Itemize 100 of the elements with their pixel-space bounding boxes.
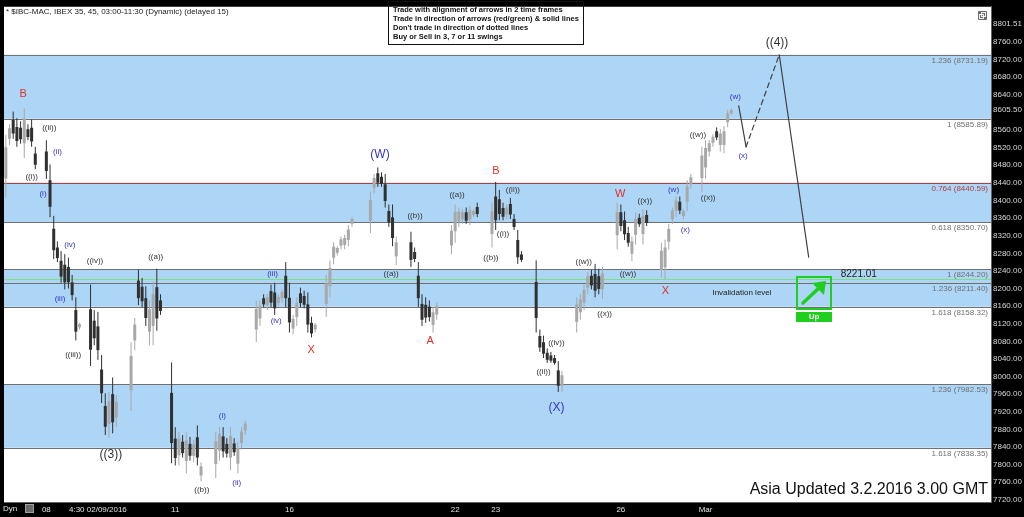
y-tick-label: 8120.00 xyxy=(993,318,1023,328)
ref-line-label: 1.618 (7838.35) xyxy=(931,449,989,459)
y-tick-label: 8080.00 xyxy=(993,336,1023,346)
y-tick-label: 8720.00 xyxy=(993,54,1023,64)
candlestick xyxy=(184,431,188,474)
x-tick-label: 16 xyxy=(284,505,295,514)
candlestick xyxy=(589,269,593,290)
x-tick-label: Mar xyxy=(698,505,713,514)
annotation: Up xyxy=(796,312,832,322)
candlestick xyxy=(298,287,302,308)
annotation: Invalidation level xyxy=(712,287,772,297)
y-tick-label: 8040.00 xyxy=(993,354,1023,364)
y-tick-label: 7760.00 xyxy=(993,477,1023,487)
ref-line-label: 1.236 (7982.53) xyxy=(931,385,989,395)
candlestick xyxy=(494,181,498,231)
annotation: ((3)) xyxy=(99,447,123,462)
annotation: (W) xyxy=(370,146,390,161)
x-tick-label: 11 xyxy=(171,505,180,514)
x-tick-label: 4:30 02/09/2016 xyxy=(68,505,128,514)
x-tick-label: 08 xyxy=(41,505,52,514)
y-tick-label: 8440.00 xyxy=(993,178,1023,188)
y-tick-label: 8280.00 xyxy=(993,248,1023,258)
candlestick xyxy=(30,118,34,148)
candlestick xyxy=(391,203,395,247)
annotation: W xyxy=(614,187,626,200)
candlestick xyxy=(26,123,30,141)
candlestick xyxy=(722,125,726,154)
annotation: (x) xyxy=(738,150,749,160)
ref-line-label: 1 (8244.20) xyxy=(947,270,989,280)
candlestick xyxy=(431,306,435,334)
candlestick xyxy=(674,196,678,218)
candlestick xyxy=(52,215,56,260)
annotation: ((i)) xyxy=(496,229,510,239)
candlestick xyxy=(280,288,284,303)
annotation: ((a)) xyxy=(449,189,465,199)
candlestick xyxy=(192,439,196,463)
candlestick xyxy=(306,291,310,334)
candlestick xyxy=(350,216,354,228)
candlestick xyxy=(19,120,23,145)
candlestick xyxy=(133,317,137,351)
candlestick xyxy=(427,299,431,323)
annotation: ((x)) xyxy=(637,195,653,205)
annotation: ((ii)) xyxy=(536,366,551,376)
annotation: ((ii)) xyxy=(42,123,57,133)
candlestick xyxy=(700,146,704,193)
y-tick-label: 8520.00 xyxy=(993,142,1023,152)
candlestick xyxy=(228,426,232,471)
candlestick xyxy=(136,269,140,306)
y-tick-label: 7800.00 xyxy=(993,459,1023,469)
text: Dyn xyxy=(3,504,18,514)
annotation: ((i)) xyxy=(25,171,39,181)
annotation: ((x)) xyxy=(597,308,613,318)
annotation: (w) xyxy=(667,185,680,195)
y-tick-label: 8801.51 xyxy=(993,18,1023,28)
annotation: ((b)) xyxy=(483,253,499,263)
annotation: Asia Updated 3.2.2016 3.00 GMT xyxy=(749,480,988,498)
candlestick xyxy=(372,173,376,194)
y-tick-label: 8760.00 xyxy=(993,37,1023,47)
annotation: (iv) xyxy=(270,315,283,325)
annotation: ((iv)) xyxy=(548,338,565,348)
ref-line-label: 0.618 (8350.70) xyxy=(931,223,989,233)
x-tick-label: 23 xyxy=(491,505,501,514)
annotation: (ii) xyxy=(232,477,242,487)
annotation: (X) xyxy=(548,400,565,415)
annotation: ((a)) xyxy=(148,252,164,262)
annotation: ((iii)) xyxy=(65,349,82,359)
candlestick xyxy=(254,299,258,343)
candlestick xyxy=(641,208,645,245)
candlestick xyxy=(538,328,542,353)
candlestick xyxy=(107,391,111,439)
candlestick xyxy=(181,434,185,459)
chart-title: * $IBC-MAC, IBEX 35, 45, 03:00-11:30 (Dynamic) (delayed 15) xyxy=(6,7,229,16)
candlestick xyxy=(114,394,118,428)
ref-line-label: 1.236 (8731.19) xyxy=(931,56,989,66)
ref-line-label: 1.236 (8211.40) xyxy=(932,284,989,294)
annotation: (i) xyxy=(39,188,47,198)
y-tick-label: 8360.00 xyxy=(993,213,1023,223)
annotation: ((w)) xyxy=(619,269,637,279)
candlestick xyxy=(346,224,350,247)
y-tick-label: 7960.00 xyxy=(993,389,1023,399)
candlestick xyxy=(468,205,472,226)
candlestick xyxy=(339,236,343,250)
annotation: X xyxy=(307,342,316,355)
y-tick-label: 8680.00 xyxy=(993,72,1023,82)
candlestick xyxy=(619,203,623,232)
candlestick xyxy=(221,426,225,459)
ref-line-label: 1 (8585.89) xyxy=(947,120,989,130)
annotation: X xyxy=(661,283,670,296)
annotation: ((x)) xyxy=(700,192,716,202)
candlestick xyxy=(549,351,553,364)
annotation: (iv) xyxy=(64,240,76,250)
annotation: ((iv)) xyxy=(86,256,104,266)
candlestick xyxy=(490,202,494,249)
candlestick xyxy=(284,261,288,308)
candlestick xyxy=(195,424,199,466)
y-tick-label: 8400.00 xyxy=(993,195,1023,205)
annotation: ((ii)) xyxy=(505,185,521,195)
candlestick xyxy=(217,426,221,462)
y-tick-label: 8560.00 xyxy=(993,125,1023,135)
y-tick-label: 8000.00 xyxy=(993,371,1023,381)
